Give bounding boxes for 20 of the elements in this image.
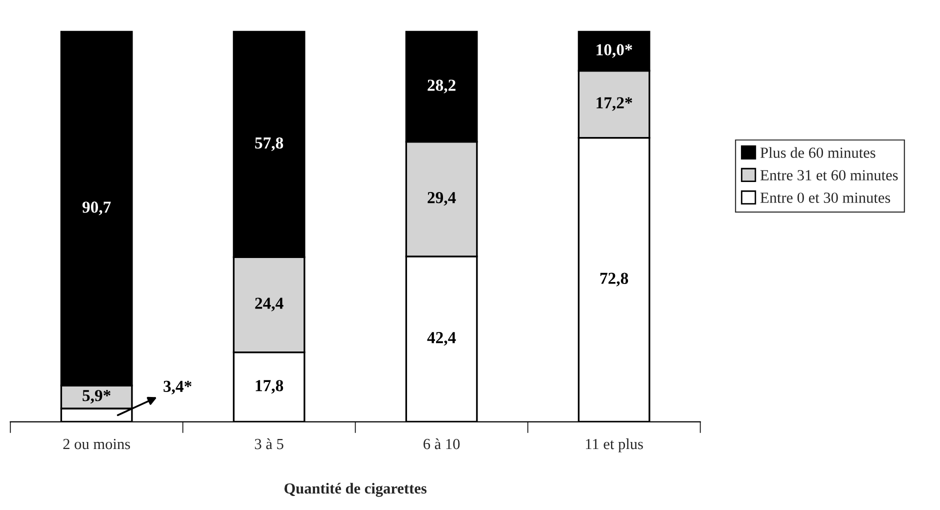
data-label: 29,4 xyxy=(428,192,456,206)
data-label: 5,9* xyxy=(82,390,110,404)
data-label: 72,8 xyxy=(600,272,628,286)
data-label: 28,2 xyxy=(428,80,456,94)
data-label: 90,7 xyxy=(82,202,111,216)
data-label: 24,4 xyxy=(255,298,284,312)
legend-label: Entre 31 et 60 minutes xyxy=(760,170,898,180)
data-label: 3,4* xyxy=(164,380,192,394)
legend-label: Plus de 60 minutes xyxy=(760,147,876,158)
legend-label: Entre 0 et 30 minutes xyxy=(760,192,890,203)
data-label: 10,0* xyxy=(596,44,632,58)
x-tick-label: 2 ou moins xyxy=(63,438,130,450)
x-tick-label: 6 à 10 xyxy=(424,438,460,450)
x-tick-label: 11 et plus xyxy=(586,438,643,452)
data-label: 42,4 xyxy=(427,332,456,346)
data-label: 17,8 xyxy=(256,380,284,394)
data-label: 17,2* xyxy=(596,97,632,111)
x-tick-label: 3 à 5 xyxy=(254,438,284,450)
x-axis-title: Quantité de cigarettes xyxy=(284,482,427,497)
data-label: 57,8 xyxy=(255,137,284,152)
